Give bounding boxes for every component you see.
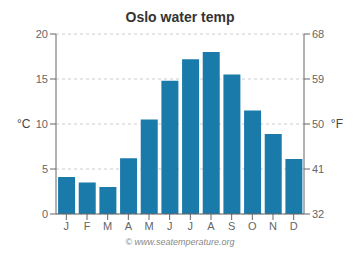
svg-text:F: F — [84, 220, 91, 232]
svg-text:50: 50 — [312, 118, 324, 130]
html-text:Oslo water temp: Oslo water temp — [125, 9, 235, 25]
svg-text:D: D — [290, 220, 298, 232]
svg-text:41: 41 — [312, 163, 324, 175]
svg-text:N: N — [269, 220, 277, 232]
svg-text:A: A — [125, 220, 133, 232]
svg-text:5: 5 — [42, 163, 48, 175]
html-text:© www.seatemperature.org: © www.seatemperature.org — [125, 237, 235, 247]
svg-text:J: J — [167, 220, 173, 232]
svg-text:68: 68 — [312, 28, 324, 40]
svg-text:59: 59 — [312, 73, 324, 85]
svg-text:M: M — [103, 220, 112, 232]
svg-text:10: 10 — [36, 118, 48, 130]
svg-text:20: 20 — [36, 28, 48, 40]
svg-text:S: S — [228, 220, 235, 232]
svg-text:O: O — [248, 220, 257, 232]
svg-text:J: J — [64, 220, 69, 232]
svg-text:32: 32 — [312, 208, 324, 220]
svg-text:°C: °C — [17, 117, 31, 131]
svg-text:15: 15 — [36, 73, 48, 85]
svg-text:A: A — [207, 220, 215, 232]
svg-text:0: 0 — [42, 208, 48, 220]
svg-text:M: M — [144, 220, 153, 232]
svg-text:°F: °F — [331, 117, 343, 131]
svg-text:J: J — [188, 220, 194, 232]
